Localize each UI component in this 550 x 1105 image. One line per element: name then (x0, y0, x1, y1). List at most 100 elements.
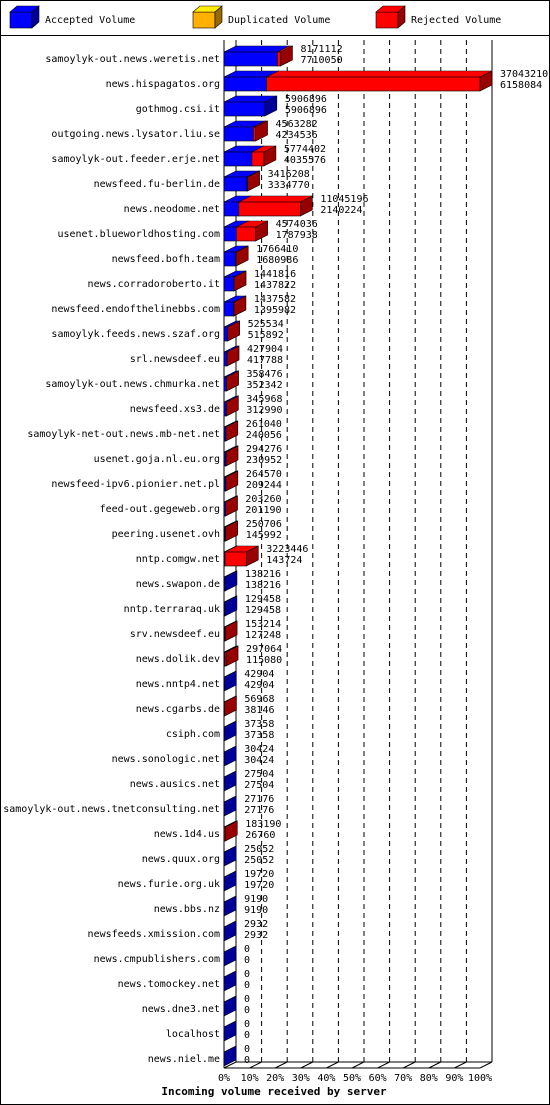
rejected-bar (224, 526, 227, 542)
accepted-label: 2932 (244, 930, 268, 941)
total-label: 4563282 (276, 119, 318, 130)
category-label: samoylyk-net-out.news.mb-net.net (27, 429, 220, 440)
accepted-label: 138216 (245, 580, 281, 591)
total-label: 0 (244, 944, 250, 955)
accepted-label: 6158084 (500, 80, 542, 91)
accepted-label: 0 (244, 980, 250, 991)
total-label: 8171112 (300, 44, 342, 55)
total-label: 0 (244, 994, 250, 1005)
accepted-bar (223, 601, 226, 617)
accepted-bar (223, 226, 237, 242)
accepted-bar (223, 76, 267, 92)
legend-swatch-side (397, 5, 406, 29)
category-label: nntp.comgw.net (136, 554, 220, 565)
category-label: newsfeed.endofthelinebbs.com (51, 304, 220, 315)
tick-mark (249, 1061, 262, 1069)
legend-swatch-side (31, 5, 40, 29)
tick-mark (402, 1061, 416, 1069)
category-label: localhost (166, 1029, 220, 1040)
total-label: 261040 (246, 419, 282, 430)
rejected-bar (266, 76, 481, 92)
accepted-label: 0 (244, 1005, 250, 1016)
accepted-label: 201190 (245, 505, 281, 516)
accepted-bar (223, 401, 227, 417)
accepted-label: 115080 (246, 655, 282, 666)
category-label: news.cgarbs.de (136, 704, 220, 715)
category-label: outgoing.news.lysator.liu.se (51, 129, 220, 140)
x-tick-label: 60% (369, 1073, 387, 1084)
total-label: 42904 (244, 669, 274, 680)
total-label: 2932 (244, 919, 268, 930)
accepted-label: 42904 (244, 680, 274, 691)
accepted-bar-side (223, 1020, 237, 1042)
category-label: samoylyk-out.feeder.erje.net (51, 154, 220, 165)
category-label: news.furie.org.uk (118, 879, 220, 890)
legend-label: Rejected Volume (411, 15, 501, 26)
category-label: newsfeed.bofh.team (112, 254, 220, 265)
accepted-label: 3334770 (268, 180, 310, 191)
total-label: 11045196 (320, 194, 368, 205)
total-label: 5774402 (284, 144, 326, 155)
accepted-label: 1437822 (254, 280, 296, 291)
total-label: 0 (244, 1019, 250, 1030)
legend-swatch (9, 11, 33, 29)
x-tick-label: 40% (317, 1073, 335, 1084)
category-label: news.nntp4.net (136, 679, 220, 690)
category-label: news.tomockey.net (118, 979, 220, 990)
rejected-bar (276, 51, 281, 67)
legend-label: Accepted Volume (45, 15, 135, 26)
tick-mark (300, 1061, 314, 1069)
accepted-label: 4234536 (276, 130, 318, 141)
category-label: newsfeed.fu-berlin.de (94, 179, 220, 190)
accepted-bar (223, 276, 235, 292)
category-label: news.niel.me (148, 1054, 220, 1065)
rejected-bar (238, 201, 301, 217)
total-label: 0 (244, 1044, 250, 1055)
accepted-bar-side (223, 970, 237, 992)
x-tick-label: 70% (394, 1073, 412, 1084)
total-label: 294276 (246, 444, 282, 455)
category-label: usenet.goja.nl.eu.org (94, 454, 220, 465)
tick-mark (428, 1061, 442, 1069)
accepted-bar (223, 201, 240, 217)
accepted-label: 0 (244, 1055, 250, 1066)
accepted-label: 27504 (244, 780, 274, 791)
rejected-bar (252, 126, 256, 142)
accepted-label: 515892 (248, 330, 284, 341)
category-label: srl.newsdeef.eu (130, 354, 220, 365)
accepted-label: 240056 (246, 430, 282, 441)
total-label: 4574036 (276, 219, 318, 230)
accepted-label: 5906896 (285, 105, 327, 116)
rejected-bar (236, 226, 256, 242)
accepted-label: 127248 (245, 630, 281, 641)
accepted-label: 209244 (246, 480, 282, 491)
total-label: 19720 (244, 869, 274, 880)
x-tick-label: 20% (266, 1073, 284, 1084)
total-label: 3416208 (268, 169, 310, 180)
total-label: 5906896 (285, 94, 327, 105)
total-label: 153214 (245, 619, 281, 630)
total-label: 1766410 (256, 244, 298, 255)
category-label: newsfeed-ipv6.pionier.net.pl (51, 479, 220, 490)
category-label: newsfeed.xs3.de (130, 404, 220, 415)
category-label: news.1d4.us (154, 829, 220, 840)
category-label: samoylyk-out.news.weretis.net (45, 54, 220, 65)
accepted-label: 312990 (246, 405, 282, 416)
accepted-label: 37358 (244, 730, 274, 741)
accepted-label: 26760 (245, 830, 275, 841)
x-tick-label: 90% (445, 1073, 463, 1084)
category-label: srv.newsdeef.eu (130, 629, 220, 640)
tick-mark (377, 1061, 390, 1069)
tick-mark (454, 1061, 467, 1069)
tick-mark (351, 1061, 365, 1069)
rejected-bar (224, 651, 227, 667)
category-label: news.corradoroberto.it (88, 279, 220, 290)
total-label: 1437582 (254, 294, 296, 305)
category-label: news.cmpublishers.com (94, 954, 220, 965)
total-label: 129458 (245, 594, 281, 605)
total-label: 358476 (246, 369, 282, 380)
rejected-bar-top (266, 70, 493, 78)
x-tick-label: 0% (218, 1073, 230, 1084)
